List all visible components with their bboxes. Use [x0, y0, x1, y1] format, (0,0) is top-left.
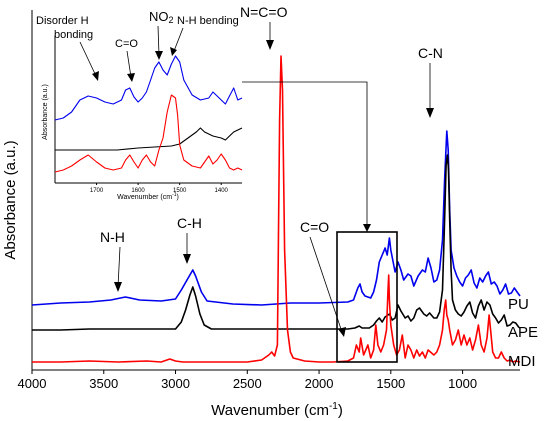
inset-annotation-no2: NO2 [149, 9, 174, 25]
annotation-nco: N=C=O [240, 4, 288, 20]
main-y-axis-label: Absorbance (a.u.) [2, 140, 19, 259]
inset-annotation-nh-bending-arrowhead [170, 47, 177, 56]
inset-series-ape [55, 127, 243, 151]
annotation-co-arrow [309, 236, 343, 333]
inset-x-ticks: 1700 1600 1500 1400 [90, 183, 229, 194]
main-tick-label-3000: 3000 [161, 376, 190, 391]
inset-tick-label-1600: 1600 [131, 188, 145, 194]
highlight-connector [242, 81, 368, 232]
annotation-nh-arrow [117, 246, 121, 288]
legend-ape: APE [508, 324, 538, 341]
inset-annotation-disorder-arrow [79, 41, 97, 77]
legend-mdi: MDI [508, 353, 536, 370]
inset-annotation-co-arrow [126, 50, 132, 78]
annotation-cn: C-N [418, 45, 443, 61]
annotation-ch: C-H [177, 215, 202, 231]
annotation-cn-arrowhead [426, 108, 434, 118]
inset-annotation-disorder-arrowhead [92, 71, 99, 81]
main-series-ape [32, 154, 521, 331]
inset-tick-label-1700: 1700 [90, 188, 104, 194]
main-tick-label-2500: 2500 [233, 376, 262, 391]
main-tick-label-3500: 3500 [89, 376, 118, 391]
inset-annotation-no2-arrow [157, 25, 160, 56]
inset-series-mdi [54, 94, 243, 173]
annotation-nh-arrowhead [114, 282, 122, 292]
main-x-ticks: 4000 3500 3000 2500 2000 1500 1000 [18, 370, 477, 391]
main-tick-label-1500: 1500 [376, 376, 405, 391]
inset-annotation-disorder-line1: Disorder H [36, 15, 89, 27]
main-tick-label-1000: 1000 [448, 376, 477, 391]
inset-tick-label-1500: 1500 [173, 188, 187, 194]
inset-annotation-disorder-line2: bonding [54, 29, 93, 41]
legend-pu: PU [508, 296, 529, 313]
annotation-nco-arrowhead [266, 40, 274, 50]
inset-annotation-no2-arrowhead [155, 51, 163, 60]
main-tick-label-4000: 4000 [18, 376, 47, 391]
annotation-co-arrowhead [338, 327, 346, 337]
main-x-axis-label: Wavenumber (cm-1) [211, 401, 343, 419]
main-tick-label-2000: 2000 [305, 376, 334, 391]
inset-tick-label-1400: 1400 [215, 188, 229, 194]
annotation-nh: N-H [100, 229, 125, 245]
annotation-co: C=O [300, 219, 329, 235]
inset-annotation-nh-bending-arrow [173, 27, 184, 52]
inset-annotation-co: C=O [115, 38, 138, 50]
inset-chart: 1700 1600 1500 1400 Wavenumber (cm-1) Absor… [36, 9, 243, 201]
highlight-connector-arrowhead [363, 224, 371, 232]
inset-series-pu [54, 55, 243, 121]
inset-series-group [54, 55, 243, 173]
inset-annotation-co-arrowhead [127, 73, 135, 82]
inset-x-axis-label: Wavenumber (cm-1) [117, 192, 179, 201]
main-series-pu [31, 130, 521, 306]
annotation-ch-arrowhead [183, 254, 191, 264]
inset-y-axis-label: Absorbance (a.u.) [42, 84, 49, 140]
inset-annotation-nh-bending: N-H bending [177, 15, 239, 27]
